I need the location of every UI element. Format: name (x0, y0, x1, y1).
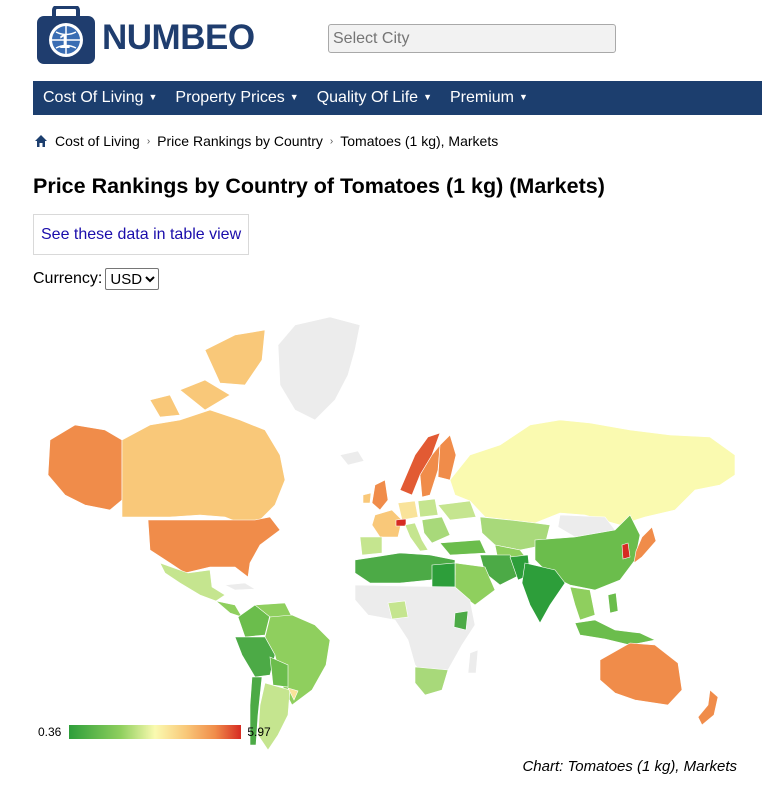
header: 1 NUMBEO (0, 0, 762, 75)
main-nav: Cost Of Living ▼ Property Prices ▼ Quality… (33, 81, 762, 115)
numbeo-logo[interactable]: 1 NUMBEO (34, 6, 270, 68)
country-bolivia[interactable] (269, 656, 289, 688)
country-ukraine[interactable] (437, 500, 477, 521)
country-uruguay[interactable] (287, 687, 299, 701)
currency-select[interactable]: USD (105, 268, 160, 290)
country-finland[interactable] (437, 434, 457, 481)
caret-down-icon: ▼ (148, 92, 158, 102)
country-poland[interactable] (417, 498, 439, 518)
country-italy[interactable] (404, 522, 429, 552)
country-egypt[interactable] (431, 562, 456, 588)
nav-cost-of-living[interactable]: Cost Of Living ▼ (43, 89, 157, 107)
country-new-zealand[interactable] (697, 689, 719, 726)
legend-gradient-bar (69, 725, 242, 739)
country-south-africa[interactable] (414, 666, 449, 696)
page-title: Price Rankings by Country of Tomatoes (1… (33, 174, 605, 198)
country-kenya[interactable] (453, 610, 469, 631)
nav-property-prices[interactable]: Property Prices ▼ (175, 89, 298, 107)
country-spain[interactable] (359, 536, 383, 556)
country-turkey[interactable] (439, 539, 487, 556)
country-australia[interactable] (599, 642, 683, 706)
home-icon[interactable] (34, 134, 48, 148)
country-japan[interactable] (633, 526, 657, 564)
country-south-korea[interactable] (621, 542, 631, 560)
country-chile[interactable] (249, 676, 263, 746)
country-iceland[interactable] (339, 450, 365, 466)
country-sweden[interactable] (419, 444, 441, 498)
chart-caption: Chart: Tomatoes (1 kg), Markets (522, 758, 737, 775)
country-central-america[interactable] (215, 600, 243, 618)
nav-label: Premium (450, 89, 515, 106)
caret-down-icon: ▼ (423, 92, 432, 102)
breadcrumb-price-rankings[interactable]: Price Rankings by Country (157, 133, 323, 149)
currency-label: Currency: (33, 270, 103, 287)
color-scale-legend: 0.36 5.97 (38, 725, 271, 739)
legend-max-label: 5.97 (247, 725, 271, 739)
country-southeast-asia[interactable] (569, 586, 596, 621)
nav-label: Property Prices (175, 89, 285, 106)
breadcrumb: Cost of Living › Price Rankings by Count… (34, 133, 498, 149)
nav-label: Cost Of Living (43, 89, 144, 106)
nav-label: Quality Of Life (316, 89, 419, 106)
country-colombia[interactable] (237, 604, 271, 638)
table-view-box: See these data in table view (33, 214, 249, 255)
country-greenland[interactable] (277, 316, 361, 421)
country-indonesia[interactable] (574, 619, 656, 646)
currency-selector: Currency: USD (33, 268, 160, 290)
nav-quality-of-life[interactable]: Quality Of Life ▼ (317, 89, 432, 107)
country-africa-central[interactable] (354, 584, 476, 681)
breadcrumb-separator-icon: › (146, 135, 151, 147)
country-russia[interactable] (449, 419, 736, 526)
country-united-states[interactable] (147, 516, 281, 578)
country-mexico[interactable] (159, 562, 226, 602)
country-philippines[interactable] (607, 592, 619, 614)
breadcrumb-current: Tomatoes (1 kg), Markets (340, 133, 499, 149)
country-norway[interactable] (399, 432, 441, 496)
svg-text:1: 1 (59, 31, 70, 53)
country-germany[interactable] (397, 500, 419, 521)
breadcrumb-separator-icon: › (329, 135, 334, 147)
country-nigeria[interactable] (387, 600, 409, 620)
country-cuba[interactable] (223, 582, 257, 591)
country-switzerland[interactable] (395, 518, 407, 527)
country-ireland[interactable] (362, 492, 372, 504)
country-united-kingdom[interactable] (371, 479, 389, 511)
legend-min-label: 0.36 (38, 725, 62, 739)
logo-suitcase-icon: 1 (37, 6, 95, 64)
country-madagascar[interactable] (467, 649, 479, 674)
country-alaska[interactable] (47, 424, 123, 511)
world-price-map[interactable] (30, 305, 762, 755)
caret-down-icon: ▼ (519, 92, 528, 102)
country-canada-arctic[interactable] (149, 329, 266, 418)
country-argentina[interactable] (257, 682, 291, 751)
country-france[interactable] (371, 509, 403, 538)
caret-down-icon: ▼ (289, 92, 299, 102)
country-india[interactable] (521, 562, 566, 624)
country-canada[interactable] (121, 409, 286, 524)
city-search-input[interactable] (328, 24, 616, 53)
country-balkans[interactable] (421, 516, 451, 544)
table-view-link[interactable]: See these data in table view (41, 225, 242, 243)
logo-text: NUMBEO (102, 18, 255, 57)
country-peru[interactable] (234, 636, 276, 678)
breadcrumb-cost-of-living[interactable]: Cost of Living (55, 133, 140, 149)
nav-premium[interactable]: Premium ▼ (450, 89, 528, 107)
